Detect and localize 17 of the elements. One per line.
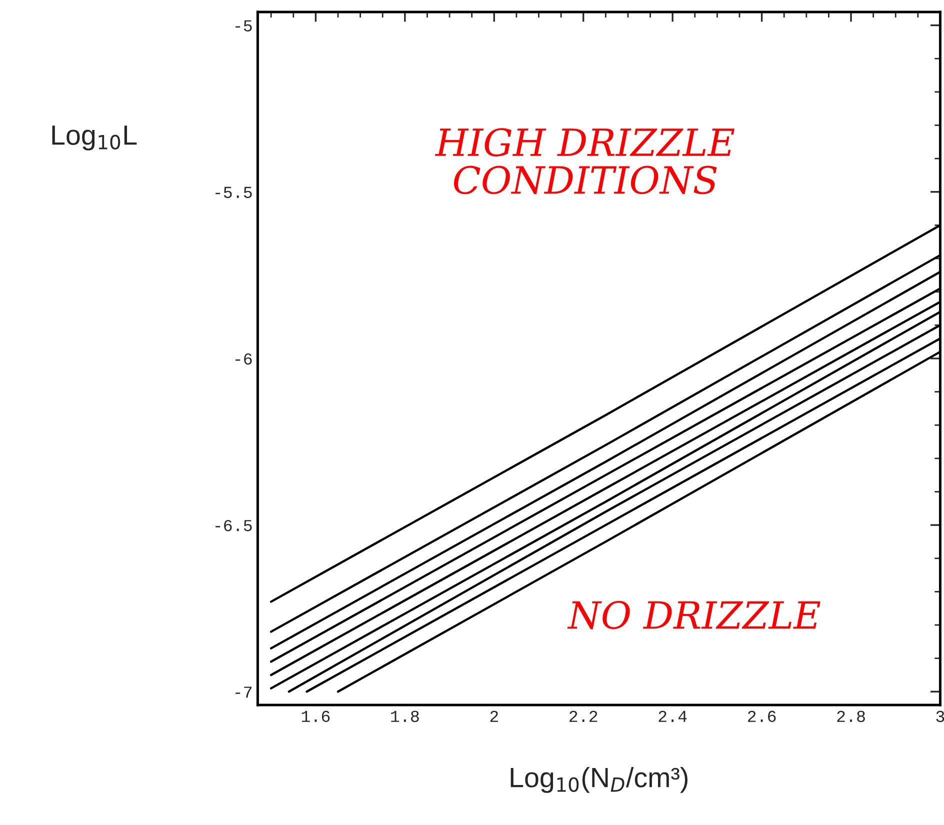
x-tick-label: 3 xyxy=(936,710,944,722)
y-tick-label: -6 xyxy=(236,353,252,365)
annotation: NO DRIZZLE xyxy=(567,600,820,630)
x-tick-label: 2 xyxy=(490,710,498,722)
x-tick-label: 2.8 xyxy=(837,710,865,722)
y-tick-label: -6.5 xyxy=(216,520,252,532)
x-tick-label: 1.8 xyxy=(391,710,419,722)
x-tick-label: 2.4 xyxy=(658,710,687,722)
x-tick-label: 2.6 xyxy=(748,710,776,722)
x-tick-label: 1.6 xyxy=(302,710,330,722)
x-axis-title: Log$_{10}$(N$_{D}$/cm³) xyxy=(510,767,688,793)
x-tick-label: 2.2 xyxy=(570,710,598,722)
y-tick-label: -7 xyxy=(236,686,252,698)
y-tick-label: -5.5 xyxy=(216,186,252,198)
annotation: HIGH DRIZZLE CONDITIONS xyxy=(434,128,734,194)
y-axis-title: Log$_{10}$L xyxy=(52,126,137,150)
y-tick-label: -5 xyxy=(236,20,252,32)
